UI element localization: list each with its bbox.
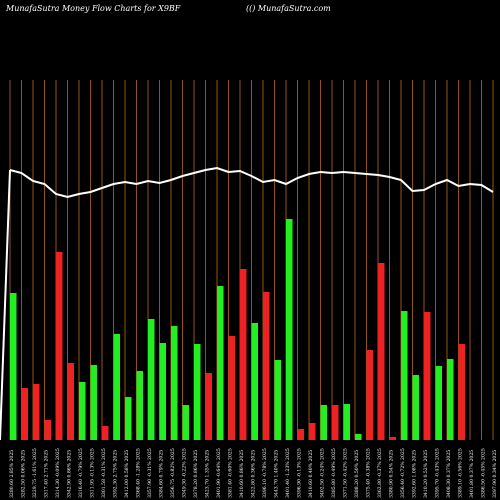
chart-title: MunafaSutra Money Flow Charts for X9BF xyxy=(5,4,181,13)
money-flow-bar xyxy=(320,405,327,440)
x-tick-label: 3378.20 0.86% 2025 xyxy=(193,450,199,498)
money-flow-bar xyxy=(401,311,408,440)
price-line-layer xyxy=(0,166,494,441)
money-flow-bar xyxy=(159,343,166,440)
x-tick-label: 3316.40 -0.79% 2025 xyxy=(78,448,84,498)
x-tick-label: 3317.40 2.71% 2025 xyxy=(44,450,50,498)
x-tick-label: 3388.20 0.50% 2025 xyxy=(354,450,360,498)
x-tick-label: 3342.90 0.86% 2025 xyxy=(67,450,73,498)
money-flow-bar xyxy=(10,293,17,440)
x-tick-label: 3396.10 -0.78% 2025 xyxy=(262,448,268,498)
x-tick-label: 3401.80 0.37% 2025 xyxy=(469,450,475,498)
money-flow-bar xyxy=(228,336,235,440)
money-flow-bar xyxy=(182,405,189,440)
money-flow-bar xyxy=(309,423,316,440)
money-flow-bar xyxy=(297,429,304,440)
money-flow-bar xyxy=(56,252,63,440)
x-tick-label: 3229.75 -1.61% 2025 xyxy=(32,448,38,498)
x-tick-label: 3392.60 1.08% 2025 xyxy=(412,450,418,498)
x-tick-label: 3395.70 -0.43% 2025 xyxy=(435,448,441,498)
price-line xyxy=(9,166,494,199)
money-flow-bar xyxy=(125,397,132,440)
money-flow-bar xyxy=(263,292,270,440)
x-tick-label: 3402.50 -0.24% 2025 xyxy=(320,448,326,498)
x-tick-label: 3301.58 -0.31% 2025 xyxy=(101,448,107,498)
x-tick-label: 3408.30 0.37% 2025 xyxy=(446,450,452,498)
money-flow-bar xyxy=(113,334,120,440)
x-tick-label: 3282.50 0.06% 2025 xyxy=(21,450,27,498)
money-flow-bar xyxy=(424,312,431,440)
money-flow-bar xyxy=(412,375,419,440)
money-flow-bar xyxy=(21,388,28,440)
x-tick-label: 3280.60 2.85% 2025 xyxy=(9,450,15,498)
money-flow-bar xyxy=(458,344,465,440)
money-flow-bar xyxy=(44,420,51,440)
money-flow-bar xyxy=(102,426,109,440)
x-tick-label: 3356.75 -0.82% 2025 xyxy=(170,448,176,498)
x-tick-label: 3422.80 0.36% 2025 xyxy=(251,450,257,498)
x-tick-label: 3443.70 1.40% 2025 xyxy=(274,450,280,498)
money-flow-bar xyxy=(148,319,155,440)
money-flow-bar xyxy=(355,434,362,440)
x-tick-label: 3375.40 -0.38% 2025 xyxy=(366,448,372,498)
x-axis-tick-labels: 3280.60 2.85% 2025 3282.50 0.06% 2025 3229… xyxy=(9,448,498,498)
money-flow-bar xyxy=(171,326,178,440)
money-flow-bar xyxy=(286,219,293,440)
money-flow-bar xyxy=(79,382,86,440)
money-flow-bar xyxy=(332,405,339,440)
x-tick-label: 3371.50 -0.42% 2025 xyxy=(343,448,349,498)
money-flow-bar xyxy=(389,437,396,440)
money-flow-bar xyxy=(378,263,385,440)
x-tick-label: 3410.60 0.86% 2025 xyxy=(239,450,245,498)
x-tick-label: 3392.30 2.75% 2025 xyxy=(113,450,119,498)
x-tick-label: 3362.80 -0.37% 2025 xyxy=(377,448,383,498)
x-tick-label: 3349.30 -0.22% 2025 xyxy=(182,448,188,498)
x-tick-label: 3381.40 -0.60% 2025 xyxy=(228,448,234,498)
x-tick-label: 3385.80 -0.49% 2025 xyxy=(331,448,337,498)
x-tick-label: 3386.50 -0.45% 2025 xyxy=(481,448,487,498)
money-flow-bar xyxy=(136,371,143,440)
x-tick-label: 3357.90 -0.31% 2025 xyxy=(147,448,153,498)
money-flow-bar xyxy=(33,384,40,440)
money-flow-bar xyxy=(194,344,201,440)
money-flow-bar xyxy=(447,359,454,440)
x-tick-label: 3401.90 -0.64% 2025 xyxy=(216,448,222,498)
x-tick-label: 3401.40 -1.23% 2025 xyxy=(285,448,291,498)
money-flow-bar xyxy=(67,363,74,440)
x-tick-label: 3423.70 1.35% 2025 xyxy=(205,450,211,498)
money-flow-bar xyxy=(343,404,350,440)
price-line-start xyxy=(0,169,11,441)
money-flow-bar xyxy=(435,366,442,440)
x-tick-label: 3380.90 0.54% 2025 xyxy=(389,450,395,498)
x-tick-label: 3410.60 0.40% 2025 xyxy=(308,450,314,498)
chart-source-label: (() MunafaSutra.com xyxy=(246,4,331,13)
money-flow-bar xyxy=(217,286,224,440)
x-tick-label: 3384.60 0.79% 2025 xyxy=(159,450,165,498)
x-tick-label: 3356.40 -0.72% 2025 xyxy=(400,448,406,498)
money-flow-bar xyxy=(205,373,212,440)
x-tick-label: 3311.95 -0.13% 2025 xyxy=(90,448,96,498)
money-flow-bar xyxy=(251,323,258,440)
x-tick-label: 3396.90 -0.13% 2025 xyxy=(297,448,303,498)
money-flow-bar xyxy=(274,360,281,440)
money-flow-bar xyxy=(240,269,247,440)
x-tick-label: 3314.30 -0.09% 2025 xyxy=(55,448,61,498)
x-tick-label: 3389.10 -0.56% 2025 xyxy=(458,448,464,498)
money-flow-bar xyxy=(366,350,373,440)
x-tick-label: 3397.90 0.34% 2025 xyxy=(492,450,498,498)
x-tick-label: 3412.00 0.58% 2025 xyxy=(124,450,130,498)
x-tick-label: 3410.20 0.52% 2025 xyxy=(423,450,429,498)
money-flow-bars xyxy=(10,219,465,440)
x-tick-label: 3368.40 -1.28% 2025 xyxy=(136,448,142,498)
money-flow-bar xyxy=(90,365,97,440)
